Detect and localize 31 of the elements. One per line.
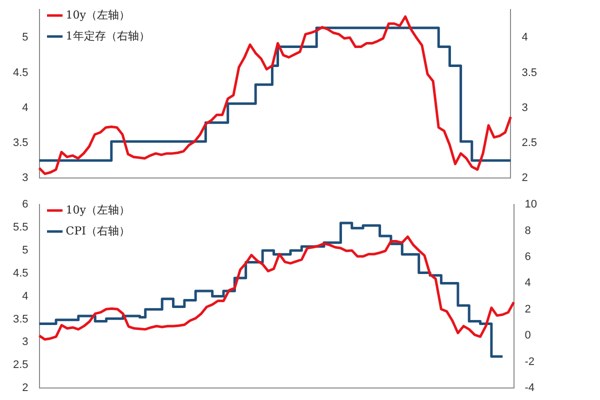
y-tick-label: 4 (22, 290, 28, 302)
y2-tick-label: 4 (524, 277, 531, 290)
legend-label: 1年定存（右轴） (66, 29, 150, 42)
y2-tick-label: 3.5 (522, 66, 538, 79)
y-tick-label: 5.5 (12, 222, 28, 234)
y-tick-label: 2.5 (12, 359, 28, 372)
y-tick-label: 3 (22, 172, 28, 184)
y2-tick-label: 3 (522, 102, 528, 114)
y2-tick-label: 8 (524, 224, 531, 237)
y2-tick-label: 10 (524, 198, 538, 211)
y-tick-label: 4.5 (12, 267, 28, 280)
y-tick-label: 3 (22, 336, 28, 348)
y2-tick-label: 2 (522, 172, 528, 184)
y-tick-label: 2 (22, 382, 28, 394)
legend-label: 10y（左轴） (66, 8, 130, 22)
y2-tick-label: 2.5 (522, 136, 538, 149)
y2-tick-label: -2 (524, 356, 535, 368)
legend-label: CPI（右轴） (66, 224, 130, 238)
y2-tick-label: 2 (524, 303, 531, 316)
y-tick-label: 6 (22, 198, 28, 211)
y-tick-label: 4.5 (12, 66, 28, 79)
y-tick-label: 3.5 (12, 313, 28, 326)
y2-tick-label: 6 (524, 251, 531, 264)
y-tick-label: 4 (22, 102, 28, 114)
y-tick-label: 5 (22, 244, 28, 256)
y2-tick-label: -4 (524, 382, 535, 394)
y2-tick-label: 0 (524, 330, 531, 342)
y-tick-label: 3.5 (12, 136, 28, 149)
legend-label: 10y（左轴） (66, 203, 130, 216)
y-tick-label: 5 (22, 32, 28, 44)
y2-tick-label: 4 (522, 32, 528, 44)
